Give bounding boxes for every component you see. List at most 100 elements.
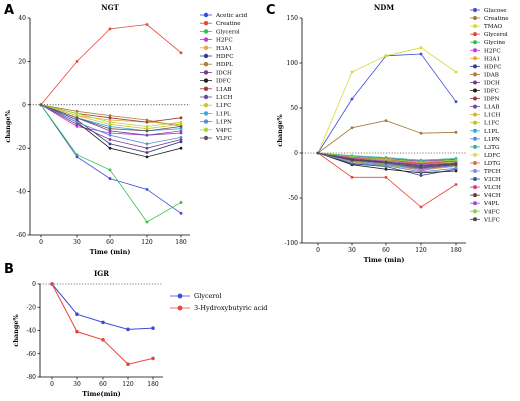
- legend-label: LDTG: [484, 161, 501, 167]
- data-point: [179, 140, 183, 144]
- data-point: [350, 157, 354, 161]
- legend-marker: [203, 29, 209, 34]
- y-tick-label: 0: [294, 150, 298, 157]
- legend-label: V4FC: [483, 209, 500, 215]
- data-point: [179, 116, 183, 120]
- chart-title: IGR: [94, 269, 109, 278]
- x-tick-label: 30: [73, 381, 81, 388]
- y-tick-label: -60: [26, 351, 36, 358]
- legend-marker: [203, 12, 209, 18]
- data-point: [108, 129, 112, 133]
- legend-marker: [473, 177, 477, 182]
- legend-entry: L1CH: [470, 112, 501, 119]
- legend-label: VLFC: [483, 217, 500, 223]
- legend-label: HDFC: [484, 64, 502, 70]
- series-creatine: [316, 119, 458, 155]
- data-point: [75, 116, 79, 120]
- legend-entry: Glycerol: [200, 29, 240, 35]
- legend-marker: [473, 32, 477, 37]
- legend-marker: [473, 72, 477, 77]
- legend-marker: [473, 193, 477, 198]
- chart-ndm: NDM 150 100 50 0 -50 -100 0 30 60 120 180 Time (min)…: [276, 3, 509, 264]
- y-tick-label: 50: [290, 105, 298, 112]
- y-tick-label: 150: [287, 15, 299, 22]
- y-tick-label: -60: [16, 232, 26, 239]
- y-tick-label: -20: [16, 145, 26, 152]
- y-tick-label: -40: [26, 328, 36, 335]
- legend-label: Creatine: [216, 21, 241, 27]
- legend-entry: H2FC: [470, 48, 501, 54]
- panel-letter-b: B: [4, 262, 14, 277]
- legend-marker: [203, 111, 209, 116]
- legend-entry: Creatine: [470, 16, 509, 22]
- series-acetic-acid: [39, 103, 183, 215]
- legend-label: IDFC: [216, 79, 231, 85]
- legend-entry: Glycerol: [170, 292, 222, 300]
- legend-marker: [473, 120, 477, 125]
- legend-label: V4PL: [483, 201, 499, 207]
- legend-marker: [473, 128, 477, 133]
- legend-entry: V3CH: [470, 177, 501, 183]
- data-point: [145, 125, 149, 128]
- legend-entry: H3A1: [470, 56, 500, 62]
- x-tick-label: 0: [39, 239, 43, 246]
- data-point: [75, 125, 79, 128]
- series-vlfc: [316, 151, 458, 168]
- legend-entry: L1CH: [200, 94, 233, 101]
- data-point: [145, 23, 149, 26]
- legend-label: 3-Hydroxybutyric acid: [194, 304, 267, 312]
- series-vlfc: [39, 103, 183, 133]
- legend-label: LDFC: [484, 153, 500, 159]
- data-point: [126, 327, 130, 332]
- data-point: [145, 127, 149, 131]
- legend-label: L1FC: [216, 103, 231, 109]
- data-point: [179, 131, 183, 135]
- data-point: [419, 170, 423, 174]
- data-point: [39, 103, 43, 107]
- legend-marker: [473, 136, 477, 141]
- data-point: [75, 114, 79, 118]
- legend-entry: V4CH: [470, 193, 501, 199]
- y-tick-label: 40: [18, 15, 26, 22]
- legend-marker: [473, 144, 477, 149]
- data-point: [108, 131, 112, 135]
- y-axis-label: change%: [276, 113, 284, 146]
- legend-marker: [203, 37, 209, 42]
- data-point: [350, 97, 354, 101]
- y-tick-label: 0: [22, 102, 26, 109]
- legend-marker: [473, 169, 477, 173]
- data-point: [145, 155, 149, 159]
- legend-marker: [473, 185, 477, 190]
- legend-label: L1AB: [484, 105, 499, 111]
- data-point: [454, 183, 458, 186]
- legend-marker: [203, 135, 209, 141]
- legend-marker: [473, 104, 477, 109]
- legend-entry: L1AB: [470, 104, 499, 111]
- data-point: [384, 175, 388, 179]
- x-tick-label: 30: [73, 239, 81, 246]
- data-point: [179, 120, 183, 124]
- legend-label: VLCH: [483, 185, 501, 191]
- legend-entry: TMAO: [470, 24, 502, 30]
- legend-marker: [473, 80, 477, 85]
- data-point: [179, 146, 183, 150]
- legend-marker: [473, 88, 477, 93]
- legend-label: L1PL: [216, 111, 231, 117]
- series-tmao: [316, 46, 458, 155]
- legend-entry: IDFC: [200, 78, 231, 85]
- series-glucose: [316, 52, 458, 155]
- data-point: [108, 122, 112, 126]
- data-point: [179, 201, 183, 204]
- legend-marker: [203, 94, 209, 100]
- legend-label: L1PN: [484, 137, 500, 143]
- legend-label: HDPL: [216, 62, 233, 68]
- data-point: [75, 109, 79, 113]
- data-point: [75, 155, 79, 159]
- data-point: [454, 166, 458, 170]
- data-point: [145, 146, 149, 150]
- legend-entry: VLFC: [200, 135, 232, 142]
- legend-marker: [473, 40, 477, 45]
- legend-entry: 3-Hydroxybutyric acid: [170, 304, 267, 312]
- data-point: [145, 118, 149, 122]
- data-point: [179, 129, 183, 133]
